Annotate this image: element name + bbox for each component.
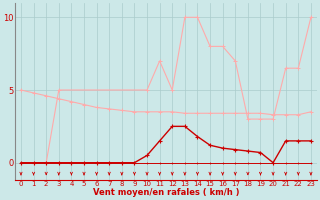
X-axis label: Vent moyen/en rafales ( km/h ): Vent moyen/en rafales ( km/h ) — [93, 188, 239, 197]
